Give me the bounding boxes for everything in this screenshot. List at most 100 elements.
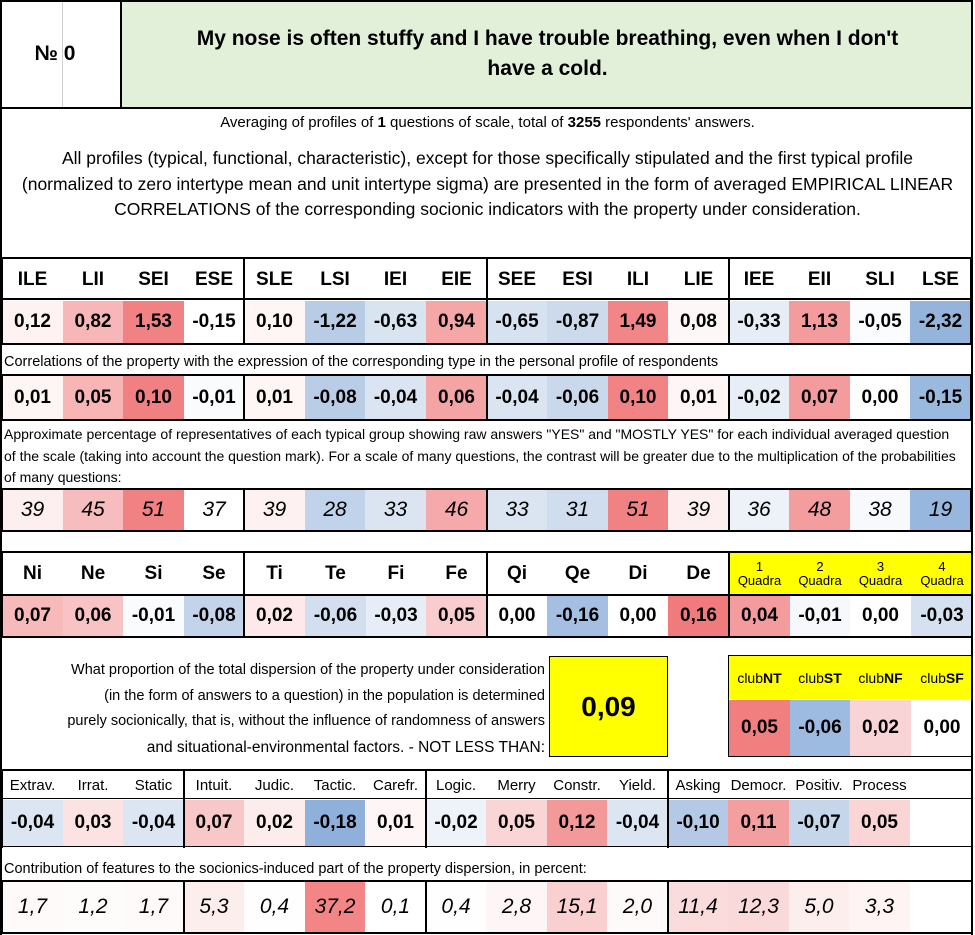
type-header-lie: LIE xyxy=(683,269,714,290)
type-pct-lie: 39 xyxy=(668,490,729,530)
club-value-nt: 0,05 xyxy=(729,700,790,756)
quadra-header-3: 3 Quadra xyxy=(850,553,911,595)
type-profile-ili: 1,49 xyxy=(608,301,668,343)
grid-line xyxy=(0,846,973,847)
function-header-qe: Qe xyxy=(564,563,591,584)
feature-value-merry: 0,05 xyxy=(486,800,547,846)
grid-line xyxy=(728,374,730,421)
function-value-ne: 0,06 xyxy=(63,596,123,636)
type-corr-eii: 0,07 xyxy=(789,376,850,419)
feature-header-logic: Logic. xyxy=(435,776,477,794)
grid-line xyxy=(0,107,973,109)
function-header-ti: Ti xyxy=(266,563,283,584)
feature-contrib-intuit: 5,3 xyxy=(184,882,244,932)
feature-header-judic: Judic. xyxy=(254,776,295,794)
club-name: NF xyxy=(884,669,903,686)
feature-header-yield: Yield. xyxy=(619,776,656,794)
feature-value-irrat: 0,03 xyxy=(63,800,123,846)
function-value-te: -0,06 xyxy=(305,596,366,636)
percentage-note: Approximate percentage of representative… xyxy=(4,426,956,485)
type-corr-see: -0,04 xyxy=(487,376,547,419)
quadra-header-2: 2 Quadra xyxy=(790,553,850,595)
feature-contrib-logic: 0,4 xyxy=(426,882,486,932)
feature-contrib-yield: 2,0 xyxy=(607,882,668,932)
type-pct-esi: 31 xyxy=(547,490,608,530)
type-header-sei: SEI xyxy=(138,269,169,290)
type-profile-ese: -0,15 xyxy=(184,301,244,343)
type-pct-sle: 39 xyxy=(244,490,305,530)
feature-contrib-tactic: 37,2 xyxy=(305,882,365,932)
type-profile-ile: 0,12 xyxy=(2,301,63,343)
club-header-nt: club NT xyxy=(729,656,790,699)
feature-value-yield: -0,04 xyxy=(607,800,668,846)
type-pct-eie: 46 xyxy=(426,490,487,530)
club-name: NT xyxy=(763,669,782,686)
type-pct-ile: 39 xyxy=(2,490,63,530)
grid-line xyxy=(0,0,973,2)
type-header-sli: SLI xyxy=(865,269,895,290)
grid-line xyxy=(0,0,2,935)
function-value-qe: -0,16 xyxy=(547,596,608,636)
function-header-di: Di xyxy=(628,563,648,584)
type-profile-iei: -0,63 xyxy=(365,301,426,343)
type-profile-lse: -2,32 xyxy=(910,301,971,343)
function-header-de: De xyxy=(686,563,711,584)
type-profile-sle: 0,10 xyxy=(244,301,305,343)
grid-line xyxy=(486,551,488,638)
type-corr-iei: -0,04 xyxy=(365,376,426,419)
type-pct-lsi: 28 xyxy=(305,490,365,530)
grid-line xyxy=(667,880,669,934)
function-header-fi: Fi xyxy=(387,563,405,584)
feature-header-asking: Asking xyxy=(675,776,721,794)
type-corr-sli: 0,00 xyxy=(850,376,910,419)
feature-contrib-irrat: 1,2 xyxy=(63,882,123,932)
function-header-te: Te xyxy=(325,563,346,584)
header-title-bg xyxy=(122,0,973,108)
type-header-lsi: LSI xyxy=(320,269,350,290)
grid-line xyxy=(183,880,185,934)
grid-line xyxy=(1,374,3,421)
dispersion-text: What proportion of the total dispersion … xyxy=(67,662,545,756)
club-header-st: club ST xyxy=(790,656,850,699)
type-profile-esi: -0,87 xyxy=(547,301,608,343)
grid-line xyxy=(1,769,3,848)
type-header-iee: IEE xyxy=(743,269,775,290)
type-pct-ese: 37 xyxy=(184,490,244,530)
type-corr-ese: -0,01 xyxy=(184,376,244,419)
function-value-si: -0,01 xyxy=(123,596,184,636)
feature-value-constr: 0,12 xyxy=(547,800,607,846)
type-profile-sli: -0,05 xyxy=(850,301,910,343)
summary-line: Averaging of profiles of 1 questions of … xyxy=(220,114,755,131)
type-header-ili: ILI xyxy=(626,269,650,290)
function-value-di: 0,00 xyxy=(608,596,668,636)
feature-contrib-constr: 15,1 xyxy=(547,882,607,932)
feature-header-democr: Democr. xyxy=(730,776,787,794)
feature-value-logic: -0,02 xyxy=(426,800,486,846)
grid-line xyxy=(728,655,729,757)
club-prefix: club xyxy=(858,669,884,686)
grid-line xyxy=(667,769,669,848)
type-pct-eii: 48 xyxy=(789,490,850,530)
type-corr-ile: 0,01 xyxy=(2,376,63,419)
type-pct-lse: 19 xyxy=(910,490,971,530)
feature-contrib-democr: 12,3 xyxy=(728,882,789,932)
grid-line xyxy=(183,769,185,848)
type-profile-lie: 0,08 xyxy=(668,301,729,343)
club-header-sf: club SF xyxy=(911,656,973,699)
grid-line xyxy=(425,880,427,934)
type-pct-iei: 33 xyxy=(365,490,426,530)
feature-value-judic: 0,02 xyxy=(244,800,305,846)
grid-line xyxy=(425,769,427,848)
question-number: № 0 xyxy=(34,42,76,65)
grid-line xyxy=(0,798,973,799)
grid-line xyxy=(728,551,730,638)
type-profile-sei: 1,53 xyxy=(123,301,184,343)
feature-contrib-judic: 0,4 xyxy=(244,882,305,932)
club-prefix: club xyxy=(920,669,946,686)
feature-value-extrav: -0,04 xyxy=(2,800,63,846)
type-profile-iee: -0,33 xyxy=(729,301,789,343)
type-header-iei: IEI xyxy=(383,269,408,290)
type-corr-lie: 0,01 xyxy=(668,376,729,419)
club-name: SF xyxy=(945,669,964,686)
type-corr-eie: 0,06 xyxy=(426,376,487,419)
